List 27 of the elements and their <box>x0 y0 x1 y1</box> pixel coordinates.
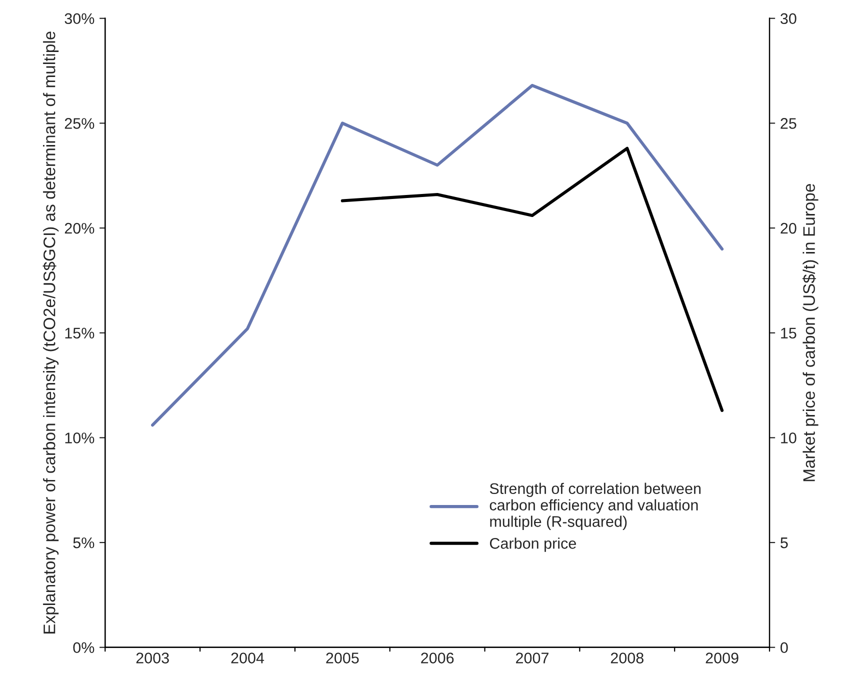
y-tick-label: 25% <box>64 118 94 129</box>
y2-axis-title: Market price of carbon (US$/t) in Europe <box>802 184 818 482</box>
y-tick-label: 0% <box>73 642 94 654</box>
x-tick-label: 2003 <box>136 652 169 664</box>
y-tick-label: 20% <box>64 222 94 234</box>
line-series <box>340 146 724 412</box>
y2-tick-label: 30 <box>780 13 796 24</box>
y2-tick-label: 10 <box>781 432 796 444</box>
x-tick-label: 2004 <box>231 652 264 664</box>
y-tick-label: 5% <box>73 537 94 548</box>
y-tick-label: 15% <box>65 328 94 339</box>
x-tick-label: 2006 <box>421 652 454 664</box>
x-tick-label: 2008 <box>610 652 644 664</box>
y2-tick-label: 0 <box>780 642 788 654</box>
y2-tick-label: 25 <box>780 118 796 129</box>
y-tick-label: 30% <box>64 13 94 24</box>
y2-tick-label: 20 <box>780 222 796 234</box>
x-tick-label: 2007 <box>516 652 548 664</box>
line-series <box>151 84 724 427</box>
x-tick-label: 2009 <box>706 652 738 664</box>
y2-tick-label: 5 <box>780 538 788 548</box>
y-tick-label: 10% <box>65 432 94 444</box>
legend-label: Carbon price <box>490 538 576 552</box>
x-tick-label: 2005 <box>326 652 359 664</box>
legend-label: Strength of correlation between carbon efficiency and valuation multiple (R-squared) <box>490 482 701 530</box>
y-axis-title: Explanatory power of carbon intensity (tCO2e/US$GCI) as determinant of multiple <box>42 32 59 634</box>
y2-tick-label: 15 <box>781 328 796 339</box>
